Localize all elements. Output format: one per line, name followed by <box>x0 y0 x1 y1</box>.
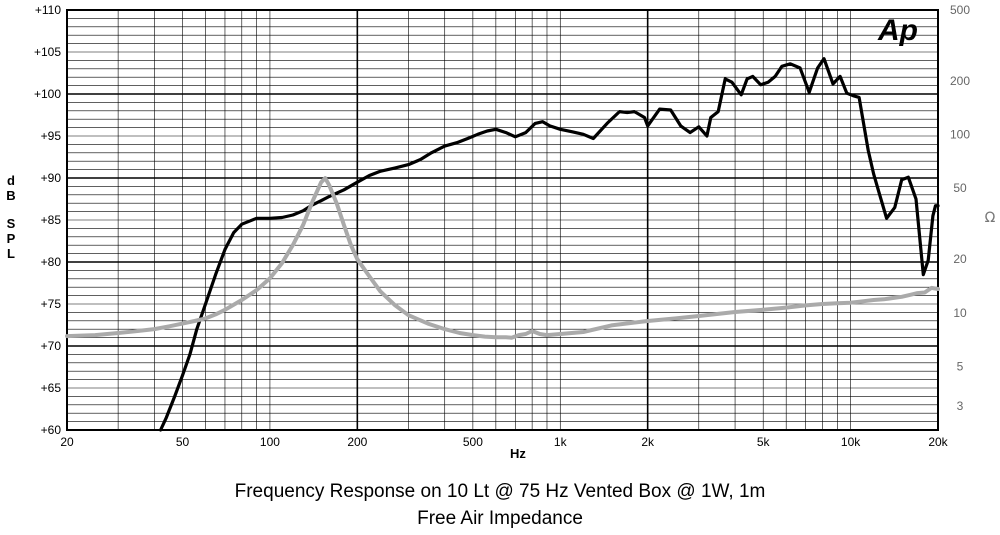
left-tick-label: +65 <box>41 381 62 395</box>
x-tick-label: 5k <box>757 435 771 449</box>
x-tick-label: 2k <box>641 435 655 449</box>
left-axis-label-letter: B <box>6 188 15 203</box>
x-tick-label: 1k <box>554 435 568 449</box>
left-tick-label: +100 <box>34 87 61 101</box>
right-tick-label: 500 <box>950 3 970 17</box>
right-tick-label: 10 <box>953 306 967 320</box>
x-tick-label: 100 <box>260 435 280 449</box>
left-axis-label-letter: d <box>7 173 15 188</box>
left-tick-label: +70 <box>41 339 62 353</box>
left-tick-label: +75 <box>41 297 62 311</box>
series-layer <box>65 57 940 432</box>
x-axis-label: Hz <box>510 446 526 461</box>
x-axis-ticks: 20 50 100 200 500 1k 2k 5k 10k 20k <box>60 435 948 449</box>
x-tick-label: 200 <box>347 435 367 449</box>
right-axis-ticks: 500 200 100 50 20 10 5 3 <box>950 3 970 413</box>
right-tick-label: 3 <box>957 399 964 413</box>
spl-curve <box>159 57 940 432</box>
left-axis-label-letter: L <box>7 246 15 261</box>
major-gridlines <box>67 10 938 430</box>
x-tick-label: 20 <box>60 435 74 449</box>
right-tick-label: 5 <box>957 359 964 373</box>
left-tick-label: +85 <box>41 213 62 227</box>
x-tick-label: 500 <box>463 435 483 449</box>
x-tick-label: 20k <box>928 435 948 449</box>
frequency-response-chart: +110 +105 +100 +95 +90 +85 +80 +75 +70 +65 +60 500… <box>6 3 996 461</box>
chart-caption-line-1: Frequency Response on 10 Lt @ 75 Hz Vent… <box>234 481 766 502</box>
left-axis-label-letter: P <box>7 231 16 246</box>
x-tick-label: 50 <box>176 435 190 449</box>
impedance-curve <box>65 176 940 340</box>
x-tick-label: 10k <box>841 435 861 449</box>
plot-frame <box>66 9 939 431</box>
chart-caption-line-2: Free Air Impedance <box>417 508 583 529</box>
left-tick-label: +60 <box>41 423 62 437</box>
right-tick-label: 50 <box>953 181 967 195</box>
left-axis-label-letter: S <box>7 216 16 231</box>
left-tick-label: +110 <box>35 3 61 17</box>
left-tick-label: +90 <box>41 171 62 185</box>
right-axis-label: Ω <box>985 210 996 226</box>
right-tick-label: 20 <box>953 252 967 266</box>
ap-logo: Ap <box>877 14 918 47</box>
left-axis-ticks: +110 +105 +100 +95 +90 +85 +80 +75 +70 +65 +60 <box>34 3 61 437</box>
minor-gridlines <box>67 10 938 430</box>
right-tick-label: 100 <box>950 128 970 142</box>
left-tick-label: +105 <box>34 45 61 59</box>
left-tick-label: +95 <box>41 129 62 143</box>
left-tick-label: +80 <box>41 255 62 269</box>
right-tick-label: 200 <box>950 74 970 88</box>
